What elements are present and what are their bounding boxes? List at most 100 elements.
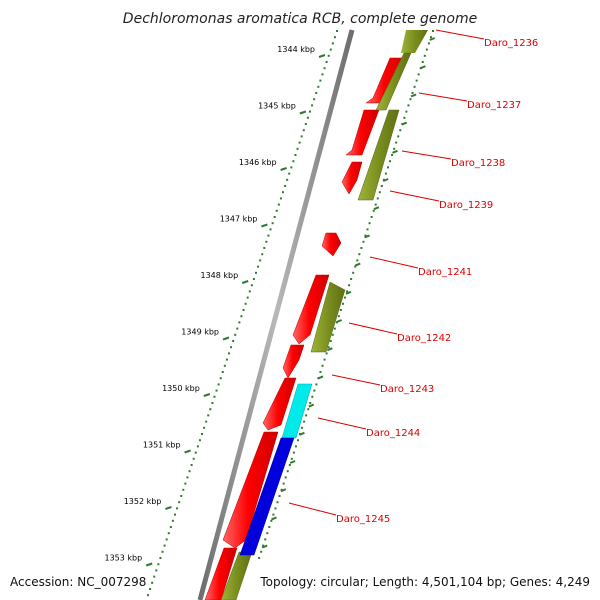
gene-block-forward[interactable] xyxy=(222,431,279,549)
kbp-tick-label: 1347 kbp xyxy=(220,215,258,224)
inner-dot xyxy=(306,116,309,119)
inner-dot xyxy=(288,172,291,175)
kbp-tick-label: 1353 kbp xyxy=(104,554,142,563)
inner-dot xyxy=(153,575,156,578)
outer-dash xyxy=(354,262,361,267)
outer-dot xyxy=(423,54,426,57)
outer-dot xyxy=(341,302,344,305)
outer-dot xyxy=(315,383,318,386)
outer-dot xyxy=(391,154,394,156)
gene-label-leaders xyxy=(288,29,485,516)
inner-dot xyxy=(238,321,241,324)
gene-block-blue[interactable] xyxy=(239,437,295,556)
outer-dot xyxy=(264,538,267,541)
inner-dot xyxy=(248,290,251,293)
gene-block-forward[interactable] xyxy=(262,377,297,431)
outer-dot xyxy=(337,315,340,318)
gene-label[interactable]: Daro_1238 xyxy=(451,158,505,169)
outer-dot xyxy=(272,513,275,516)
gene-block-reverse[interactable] xyxy=(357,109,400,201)
gene-label[interactable]: Daro_1243 xyxy=(380,384,434,395)
inner-dot xyxy=(252,278,255,280)
outer-dot xyxy=(362,240,365,243)
inner-dot xyxy=(273,216,276,218)
outer-dot xyxy=(327,346,330,349)
gene-block-forward[interactable] xyxy=(341,161,363,195)
gene-label[interactable]: Daro_1241 xyxy=(418,267,472,278)
genome-backbone xyxy=(197,29,355,600)
outer-dot xyxy=(339,309,342,311)
inner-dot xyxy=(250,284,253,287)
outer-dot xyxy=(415,79,418,82)
gene-block-reverse[interactable] xyxy=(401,30,428,53)
inner-dot xyxy=(232,340,235,342)
inner-dot xyxy=(304,123,307,125)
outer-dot xyxy=(296,439,299,442)
outer-dot xyxy=(425,48,428,51)
gene-leader-line xyxy=(369,256,419,269)
outer-dot xyxy=(294,445,297,448)
outer-dot xyxy=(305,414,308,417)
gene-label[interactable]: Daro_1244 xyxy=(366,428,420,439)
inner-dot xyxy=(219,377,222,380)
inner-dot xyxy=(155,569,158,572)
outer-dot xyxy=(307,408,310,411)
inner-dot xyxy=(215,389,218,392)
outer-dot xyxy=(356,259,359,262)
gene-block-forward[interactable] xyxy=(345,109,380,156)
gene-block-forward[interactable] xyxy=(282,344,305,379)
outer-dot xyxy=(266,532,269,535)
outer-dot xyxy=(321,364,324,367)
inner-dot xyxy=(286,178,289,181)
kbp-tick-label: 1345 kbp xyxy=(258,102,296,111)
inner-dot xyxy=(242,309,245,311)
topology-text: Topology: circular; Length: 4,501,104 bp… xyxy=(259,575,590,589)
inner-dot xyxy=(313,98,316,101)
inner-dot xyxy=(246,296,249,299)
inner-dot xyxy=(257,265,260,268)
kbp-tick-mark xyxy=(222,336,230,341)
outer-dash xyxy=(289,460,296,464)
outer-dot xyxy=(301,426,304,429)
inner-dot xyxy=(171,519,174,522)
inner-dot xyxy=(230,346,233,349)
inner-dot xyxy=(265,240,268,243)
gene-block-forward[interactable] xyxy=(204,547,238,600)
inner-dot xyxy=(217,383,220,386)
inner-dot xyxy=(236,327,239,330)
outer-dot xyxy=(292,451,295,454)
outer-dot xyxy=(417,73,420,76)
outer-dot xyxy=(374,203,377,206)
kbp-tick-mark xyxy=(184,449,191,454)
gene-block-reverse[interactable] xyxy=(375,52,412,111)
outer-dash xyxy=(326,347,333,352)
gene-block-forward[interactable] xyxy=(292,274,330,345)
inner-dot xyxy=(178,501,181,504)
outer-dash xyxy=(410,93,417,98)
outer-dash xyxy=(382,178,389,182)
inner-dot xyxy=(200,433,203,435)
kbp-tick-label: 1348 kbp xyxy=(200,271,238,280)
accession-text: Accession: NC_007298 xyxy=(10,575,146,589)
outer-dot xyxy=(325,352,328,355)
gene-block-forward[interactable] xyxy=(321,232,342,257)
gene-label[interactable]: Daro_1237 xyxy=(467,100,521,111)
outer-dot xyxy=(411,92,414,94)
gene-block-reverse[interactable] xyxy=(310,281,346,353)
gene-label[interactable]: Daro_1236 xyxy=(484,38,538,49)
gene-label[interactable]: Daro_1239 xyxy=(439,200,493,211)
gene-label[interactable]: Daro_1242 xyxy=(397,333,451,344)
inner-dot xyxy=(311,104,314,107)
gene-block-cyan[interactable] xyxy=(281,383,313,439)
outer-dot xyxy=(344,296,347,299)
outer-dot xyxy=(389,160,392,163)
outer-dot xyxy=(290,457,293,460)
gene-label[interactable]: Daro_1245 xyxy=(336,514,390,525)
inner-dot xyxy=(298,141,301,144)
inner-dot xyxy=(180,495,183,497)
inner-dot xyxy=(300,135,303,138)
inner-dot xyxy=(234,333,237,336)
kbp-tick-label: 1352 kbp xyxy=(124,497,162,506)
inner-dot xyxy=(302,129,305,132)
